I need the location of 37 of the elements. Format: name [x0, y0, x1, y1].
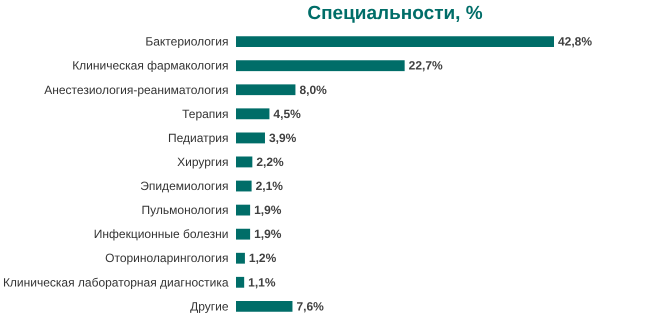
data-label: 7,6% — [296, 299, 324, 314]
bar — [236, 228, 250, 240]
data-label: 3,9% — [268, 130, 297, 145]
data-label: 1,9% — [254, 203, 282, 218]
y-tick-label: Клиническая фармакология — [72, 58, 228, 73]
bar — [236, 108, 270, 120]
y-tick-label: Пульмонология — [142, 203, 228, 218]
data-label: 2,2% — [256, 154, 284, 169]
y-tick-label: Хирургия — [177, 154, 228, 169]
data-label: 1,1% — [248, 275, 276, 290]
y-tick-label: Клиническая лабораторная диагностика — [2, 275, 229, 290]
data-label: 8,0% — [299, 82, 328, 97]
y-tick-label: Эпидемиология — [140, 179, 228, 194]
y-tick-label: Бактериология — [145, 34, 228, 49]
bar — [236, 276, 244, 288]
data-label: 4,5% — [273, 106, 302, 121]
bar — [236, 252, 245, 264]
chart-title: Специальности, % — [307, 3, 483, 24]
bar — [236, 300, 292, 312]
y-tick-label: Терапия — [182, 106, 228, 121]
bar — [236, 180, 252, 192]
data-label: 1,9% — [254, 227, 282, 242]
bar — [236, 36, 554, 48]
y-tick-label: Оториноларингология — [105, 251, 228, 266]
bar — [236, 156, 252, 168]
data-label: 22,7% — [408, 58, 444, 73]
y-tick-label: Инфекционные болезни — [94, 227, 228, 242]
data-label: 2,1% — [256, 179, 284, 194]
bar — [236, 84, 296, 96]
y-tick-label: Другие — [190, 299, 229, 314]
bar — [236, 60, 405, 72]
y-tick-label: Педиатрия — [168, 130, 228, 145]
bar — [236, 204, 250, 216]
bar — [236, 132, 265, 144]
data-label: 1,2% — [248, 251, 277, 266]
data-label: 42,8% — [558, 34, 592, 49]
y-tick-label: Анестезиология-реаниматология — [44, 82, 228, 97]
